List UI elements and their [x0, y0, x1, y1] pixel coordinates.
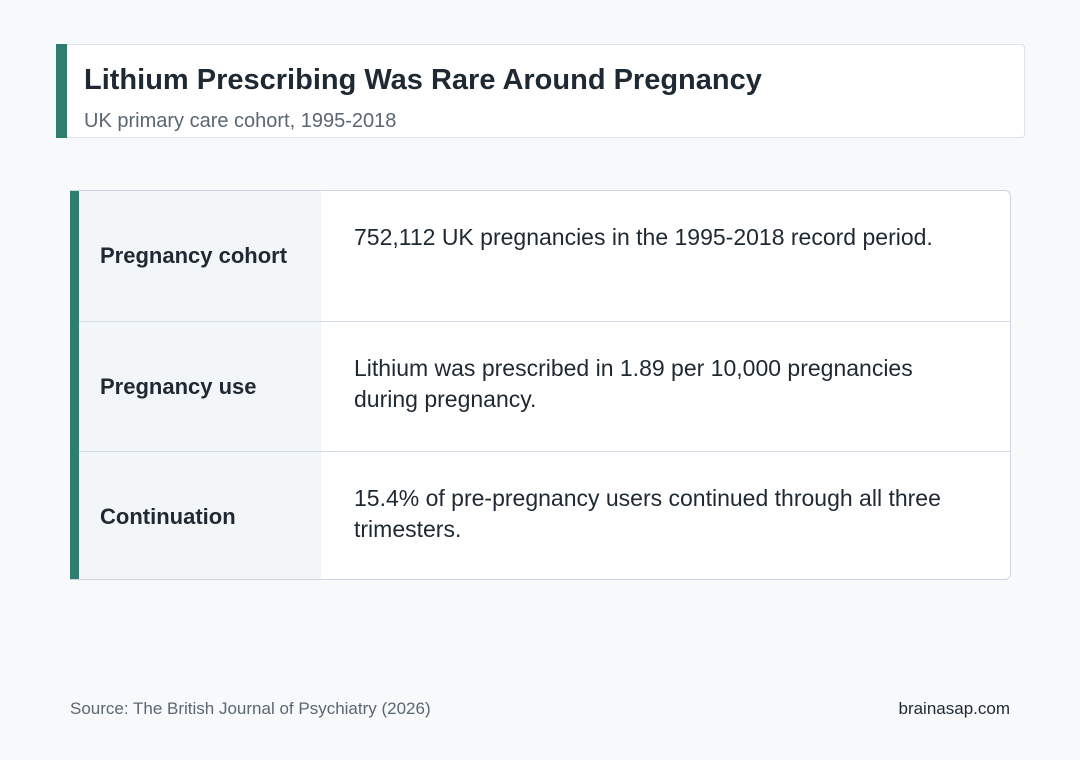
row-value-cell: 752,112 UK pregnancies in the 1995-2018 … [321, 191, 1010, 321]
table-accent-bar [70, 191, 79, 579]
row-value-cell: Lithium was prescribed in 1.89 per 10,00… [321, 322, 1010, 451]
source-citation: Source: The British Journal of Psychiatr… [70, 699, 431, 718]
row-value: 752,112 UK pregnancies in the 1995-2018 … [354, 224, 933, 250]
brand-link[interactable]: brainasap.com [898, 699, 1010, 718]
row-label-cell: Continuation [70, 452, 321, 579]
row-label-cell: Pregnancy use [70, 322, 321, 451]
row-label-cell: Pregnancy cohort [70, 191, 321, 321]
row-value: Lithium was prescribed in 1.89 per 10,00… [354, 355, 913, 412]
header-card: Lithium Prescribing Was Rare Around Preg… [56, 44, 1025, 138]
page-title: Lithium Prescribing Was Rare Around Preg… [84, 64, 762, 96]
header-accent-bar [56, 44, 67, 138]
table-row-pregnancy-cohort: Pregnancy cohort 752,112 UK pregnancies … [70, 191, 1010, 321]
row-label: Continuation [100, 503, 236, 529]
table-row-continuation: Continuation 15.4% of pre-pregnancy user… [70, 451, 1010, 579]
row-label: Pregnancy cohort [100, 243, 288, 268]
page-subtitle: UK primary care cohort, 1995-2018 [84, 110, 397, 132]
summary-table: Pregnancy cohort 752,112 UK pregnancies … [70, 190, 1011, 580]
row-value: 15.4% of pre-pregnancy users continued t… [354, 485, 941, 542]
row-label: Pregnancy use [100, 373, 257, 399]
table-row-pregnancy-use: Pregnancy use Lithium was prescribed in … [70, 321, 1010, 451]
row-value-cell: 15.4% of pre-pregnancy users continued t… [321, 452, 1010, 579]
